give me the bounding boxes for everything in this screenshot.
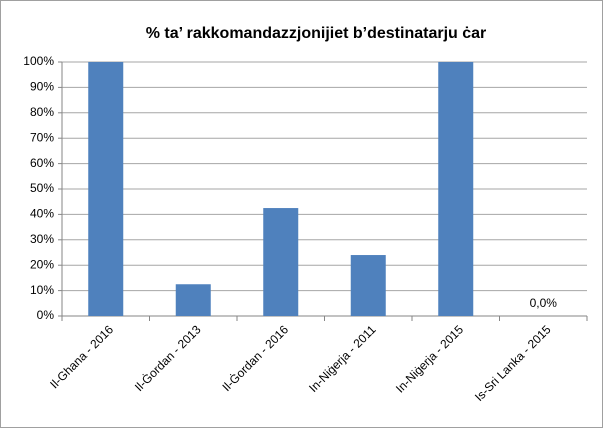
bar	[350, 255, 386, 316]
y-tick-label: 10%	[30, 283, 54, 297]
y-tick-label: 80%	[30, 105, 54, 119]
bar	[438, 62, 474, 316]
bar	[263, 208, 299, 316]
y-tick-label: 20%	[30, 257, 54, 271]
y-tick-label: 40%	[30, 207, 54, 221]
bar	[88, 62, 124, 316]
y-tick-label: 30%	[30, 232, 54, 246]
y-tick-label: 60%	[30, 156, 54, 170]
y-tick-label: 0%	[37, 308, 55, 322]
y-tick-label: 50%	[30, 181, 54, 195]
bar	[175, 284, 211, 316]
y-tick-label: 100%	[23, 54, 54, 68]
chart-title: % ta’ rakkomandazzjonijiet b’destinatarj…	[146, 25, 487, 42]
y-tick-label: 70%	[30, 130, 54, 144]
y-tick-label: 90%	[30, 80, 54, 94]
data-label: 0,0%	[530, 296, 558, 310]
